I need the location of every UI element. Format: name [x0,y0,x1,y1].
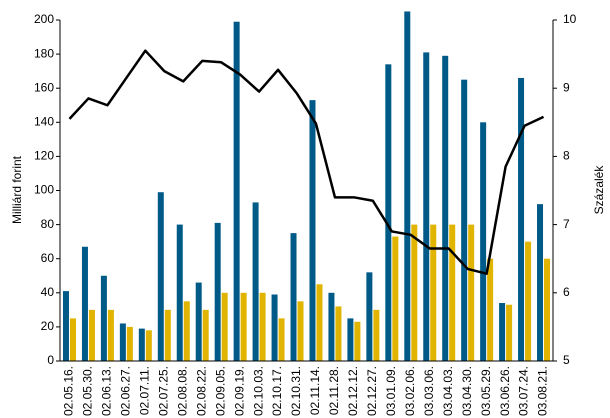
x-tick-label: 02.07.11. [137,366,151,415]
y-tick-label: 80 [41,217,55,231]
bar [290,233,297,361]
bar [328,292,335,361]
x-tick-label: 02.08.22. [194,366,208,416]
x-tick-label: 02.11.28. [327,366,341,415]
bar [423,52,430,362]
bar [461,79,468,362]
x-tick-label: 02.08.08. [175,366,189,416]
bar [430,224,437,361]
y2-tick-label: 8 [563,149,570,163]
bar [309,100,316,361]
bar [347,318,354,361]
bar [278,318,285,361]
bar [157,192,164,361]
x-tick-label: 03.01.09. [384,366,398,416]
bar [145,330,152,361]
bar [240,292,247,361]
y-tick-label: 200 [34,12,54,26]
bar [316,284,323,361]
bar [259,292,266,361]
bar [506,304,513,361]
bar [297,301,304,361]
y-tick-label: 0 [47,353,54,367]
bar [202,309,209,361]
bar [480,122,487,361]
bar [62,291,69,361]
bar [411,224,418,361]
bar [252,202,259,361]
x-tick-label: 03.03.06. [422,366,436,416]
bar [81,246,88,361]
x-tick-label: 03.08.21. [536,366,550,416]
y2-tick-label: 7 [563,217,570,231]
bar [442,55,449,362]
bar [221,292,228,361]
bar [164,309,171,361]
bar [525,241,532,361]
bar [487,258,494,361]
bar [449,224,456,361]
y2-tick-label: 6 [563,285,570,299]
bar [354,321,361,361]
bar [138,328,145,361]
bar [233,21,240,362]
x-tick-label: 02.09.19. [232,366,246,416]
bar [366,272,373,361]
bar [518,77,525,361]
bar [404,11,411,361]
bar [100,275,107,361]
line [68,49,545,275]
x-tick-label: 02.12.12. [346,366,360,416]
y-tick-label: 20 [41,319,55,333]
bar [126,326,133,361]
y-tick-label: 160 [34,80,54,94]
x-tick-label: 03.05.29. [479,366,493,416]
y-tick-label: 40 [41,285,55,299]
x-tick-label: 03.04.30. [460,366,474,416]
x-tick-label: 02.11.14. [308,366,322,415]
bar [544,258,551,361]
bar [195,282,202,361]
bar [183,301,190,361]
bar [88,309,95,361]
bar [176,224,183,361]
bar [499,303,506,361]
x-tick-label: 02.05.16. [62,366,76,416]
bar [537,204,544,361]
bar [385,64,392,361]
y-tick-label: 100 [34,183,54,197]
x-tick-label: 02.10.03. [251,366,265,416]
y2-tick-label: 5 [563,353,570,367]
x-tick-label: 03.06.26. [498,366,512,416]
bar [69,318,76,361]
bar [214,222,221,361]
y2-axis-label: Százalék [592,165,606,215]
y-axis-label: Milliárd forint [10,155,24,224]
y-tick-label: 140 [34,114,54,128]
bar [107,309,114,361]
bar [119,323,126,361]
bar [271,294,278,361]
x-tick-label: 02.09.05. [213,366,227,416]
bar [468,224,475,361]
x-tick-label: 03.02.06. [403,366,417,416]
x-tick-label: 02.07.25. [156,366,170,416]
x-tick-label: 02.06.27. [119,366,133,416]
x-tick-label: 02.06.13. [100,366,114,416]
y-tick-label: 180 [34,46,54,60]
bar [335,306,342,361]
x-tick-label: 03.07.24. [517,366,531,416]
y-tick-label: 60 [41,251,55,265]
y2-tick-label: 10 [563,12,577,26]
x-tick-label: 02.12.27. [365,366,379,416]
y-tick-label: 120 [34,149,54,163]
x-tick-label: 03.04.03. [441,366,455,416]
x-tick-label: 02.10.31. [289,366,303,416]
bar [373,309,380,361]
x-tick-label: 02.05.30. [81,366,95,416]
y2-tick-label: 9 [563,80,570,94]
bar [392,236,399,361]
x-tick-label: 02.10.17. [270,366,284,416]
